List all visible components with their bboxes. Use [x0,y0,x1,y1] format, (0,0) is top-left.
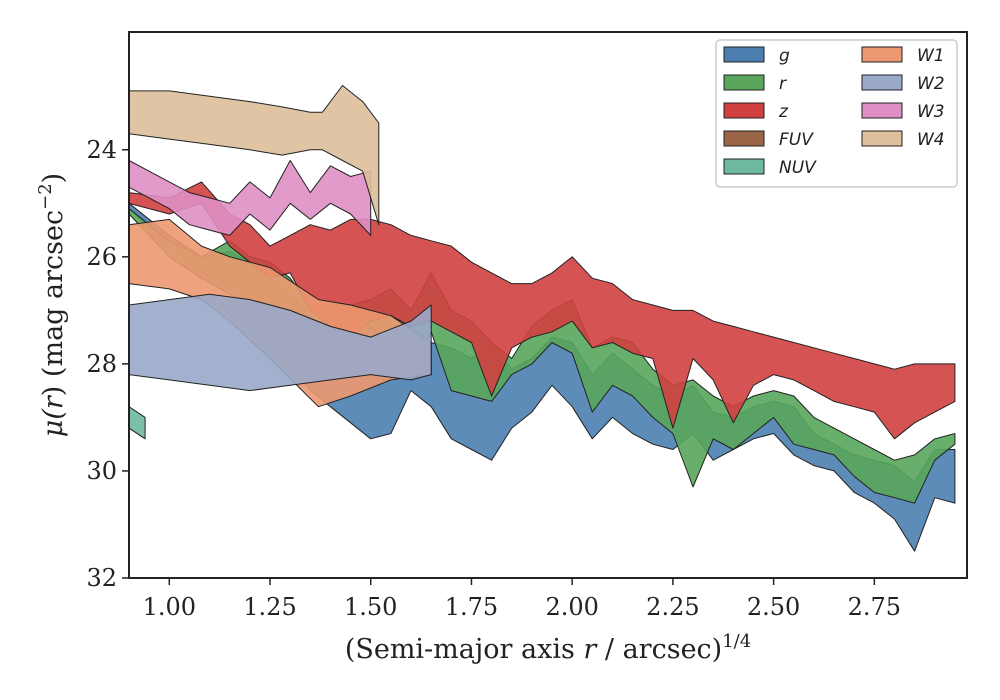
legend-swatch-z [723,102,765,119]
legend-swatch-w2 [861,74,903,91]
legend-label-z: z [778,102,789,122]
legend: grz FUV NUV W1 W2 W3 W4 [715,39,958,188]
legend-label-w4: W4 [917,130,945,150]
x-tick-label: 2.00 [545,593,598,621]
legend-swatch-g [723,46,765,63]
series-band-w3 [129,160,372,236]
legend-label-fuv: FUV [779,130,814,150]
legend-label-w1: W1 [917,46,945,66]
x-tick-label: 1.00 [143,593,196,621]
x-tick-label: 1.50 [344,593,397,621]
y-tick-label: 32 [86,564,117,592]
plot-frame [128,31,968,579]
legend-swatch-r [723,74,765,91]
x-tick-label: 2.75 [848,593,901,621]
x-axis-ticks: 1.00 1.25 1.50 1.75 2.00 2.25 2.50 2.75 [143,578,901,621]
legend-swatch-w4 [861,130,903,147]
x-tick-label: 1.75 [445,593,498,621]
legend-label-w3: W3 [917,102,945,122]
legend-items: grz FUV NUV W1 W2 W3 W4 [723,46,945,178]
x-tick-label: 1.25 [243,593,296,621]
series-band-w2 [129,293,432,392]
y-tick-label: 24 [86,136,117,164]
y-tick-label: 28 [86,350,117,378]
y-axis-label: μ(r) (mag arcsec−2) [35,173,69,437]
legend-label-w2: W2 [917,74,945,94]
y-tick-label: 26 [86,243,117,271]
x-axis-label: (Semi-major axis r / arcsec)1/4 [345,631,751,665]
legend-swatch-nuv [723,158,765,175]
x-tick-label: 2.25 [646,593,699,621]
series-band-nuv [129,406,146,440]
legend-label-g: g [779,46,790,66]
x-tick-label: 2.50 [747,593,800,621]
legend-swatch-w3 [861,102,903,119]
legend-label-nuv: NUV [779,158,817,178]
series-layer [129,85,956,552]
legend-label-r: r [779,74,787,94]
y-tick-label: 30 [86,457,117,485]
legend-swatch-fuv [723,130,765,147]
y-axis-ticks: 24 26 28 30 32 [86,136,129,592]
legend-swatch-w1 [861,46,903,63]
series-band-w4 [129,85,380,226]
